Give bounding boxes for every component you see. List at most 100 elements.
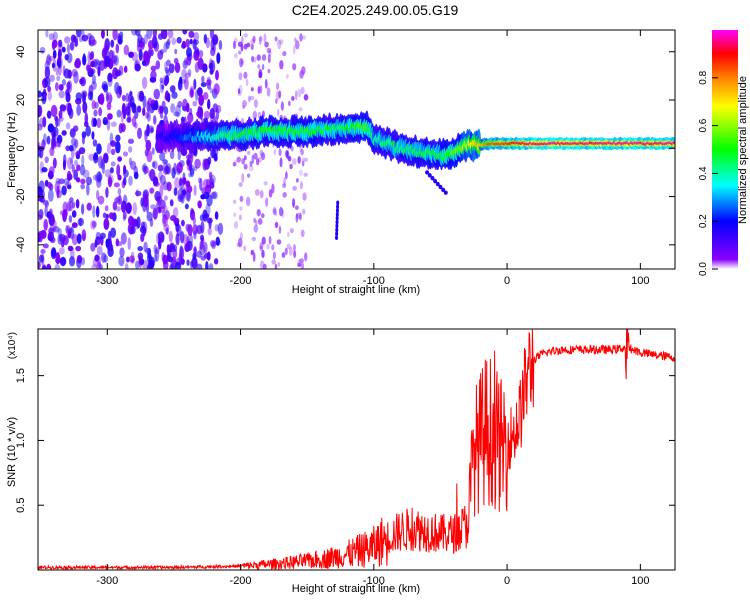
spectrogram-noise-cell — [98, 107, 103, 117]
spectrogram-noise-cell — [189, 85, 195, 95]
spectrogram-noise-cell — [42, 264, 47, 269]
spectrogram-noise-cell — [179, 177, 183, 186]
spectrogram-noise-cell — [209, 108, 215, 120]
spectrogram-noise-cell — [273, 149, 277, 156]
spectrogram-noise-cell — [137, 252, 144, 260]
spectrogram-noise-cell — [110, 148, 116, 156]
spectrogram-noise-cell — [103, 42, 110, 50]
spectrogram-noise-cell — [271, 259, 276, 265]
spectrogram-noise-cell — [159, 152, 166, 162]
spectrogram-noise-cell — [271, 183, 275, 194]
spectrogram-noise-cell — [127, 237, 131, 251]
spectrogram-noise-cell — [61, 185, 67, 196]
spectrogram-noise-cell — [263, 33, 267, 43]
spectrogram-noise-cell — [238, 84, 243, 95]
spectrogram-noise-cell — [238, 91, 242, 97]
colorbar-tick-label: 0.4 — [698, 166, 709, 180]
spectrogram-noise-cell — [162, 163, 169, 175]
spectrogram-noise-cell — [131, 51, 138, 62]
spectrogram-noise-cell — [176, 36, 182, 44]
spectrogram-noise-cell — [197, 200, 202, 209]
spectrogram-noise-cell — [207, 227, 212, 236]
spectrogram-x-tick-label: -100 — [363, 275, 385, 287]
spectrogram-noise-cell — [293, 244, 296, 252]
spectrogram-y-tick-label: -40 — [15, 237, 27, 253]
spectrogram-noise-cell — [128, 51, 134, 58]
spectrogram-noise-cell — [165, 227, 169, 235]
spectrogram-noise-cell — [213, 83, 220, 95]
spectrogram-noise-cell — [158, 105, 163, 115]
spectrogram-noise-cell — [40, 248, 46, 255]
spectrogram-noise-cell — [191, 257, 198, 269]
spectrogram-noise-cell — [171, 37, 177, 46]
spectrogram-noise-cell — [96, 60, 102, 66]
spectrogram-noise-cell — [57, 136, 62, 148]
spectrogram-noise-cell — [261, 54, 267, 61]
spectrogram-noise-cell — [49, 208, 53, 216]
spectrogram-noise-cell — [58, 110, 63, 119]
spectrogram-noise-cell — [184, 203, 189, 210]
spectrogram-noise-cell — [296, 212, 301, 220]
spectrogram-noise-cell — [263, 263, 267, 269]
spectrogram-noise-cell — [233, 212, 237, 218]
spectrogram-noise-cell — [252, 35, 256, 43]
colorbar-tick-label: 0.8 — [698, 70, 709, 84]
spectrogram-noise-cell — [51, 138, 55, 151]
spectrogram-noise-cell — [148, 256, 155, 269]
spectrogram-noise-cell — [76, 164, 81, 172]
spectrogram-noise-cell — [184, 242, 191, 253]
spectrogram-noise-cell — [74, 139, 79, 149]
spectrogram-noise-cell — [63, 208, 68, 218]
spectrogram-noise-cell — [92, 174, 98, 181]
spectrogram-noise-cell — [55, 67, 59, 76]
spectrogram-noise-cell — [250, 38, 255, 45]
colorbar: 0.0 0.2 0.4 0.6 0.8 Normalized spectral ampl… — [698, 30, 749, 276]
spectrogram-noise-cell — [301, 262, 305, 269]
spectrogram-noise-cell — [67, 173, 73, 181]
spectrogram-noise-cell — [297, 88, 302, 98]
spectrogram-noise-cell — [46, 110, 52, 119]
spectrogram-noise-cell — [101, 47, 107, 59]
spectrogram-noise-cell — [152, 176, 159, 187]
spectrogram-noise-cell — [112, 201, 118, 211]
spectrogram-noise-cell — [91, 39, 97, 46]
spectrogram-noise-cell — [192, 38, 197, 50]
spectrogram-noise-cell — [52, 49, 57, 59]
spectrogram-noise-cell — [181, 40, 186, 49]
spectrogram-noise-cell — [279, 206, 284, 217]
spectrogram-noise-cell — [142, 95, 147, 109]
spectrogram-noise-cell — [69, 158, 73, 165]
spectrogram-noise-cell — [58, 90, 65, 99]
spectrogram-noise-cell — [261, 249, 265, 259]
spectrogram-noise-cell — [96, 261, 102, 269]
spectrogram-noise-cell — [161, 252, 165, 262]
spectrogram-noise-cell — [200, 194, 206, 200]
spectrogram-noise-cell — [294, 37, 297, 42]
spectrogram-noise-cell — [82, 92, 86, 104]
spectrogram-noise-cell — [289, 163, 293, 170]
spectrogram-noise-cell — [66, 201, 72, 212]
spectrogram-streak-cell — [335, 215, 339, 221]
spectrogram-noise-cell — [85, 176, 93, 186]
spectrogram-noise-cell — [64, 36, 71, 44]
spectrogram-noise-cell — [79, 164, 86, 176]
spectrogram-noise-cell — [38, 180, 45, 193]
spectrogram-noise-cell — [72, 125, 79, 132]
spectrogram-noise-cell — [301, 160, 305, 167]
spectrogram-noise-cell — [250, 249, 254, 256]
spectrogram-noise-cell — [189, 234, 194, 247]
spectrogram-noise-cell — [217, 222, 224, 235]
spectrogram-noise-cell — [216, 52, 221, 64]
spectrogram-noise-cell — [59, 247, 65, 255]
spectrogram-noise-cell — [274, 221, 279, 229]
spectrogram-noise-cell — [54, 115, 58, 122]
spectrogram-noise-cell — [288, 246, 293, 257]
spectrogram-noise-cell — [68, 144, 74, 152]
spectrogram-noise-cell — [142, 194, 149, 208]
spectrogram-noise-cell — [169, 264, 175, 269]
spectrogram-noise-cell — [250, 43, 254, 51]
spectrogram-noise-cell — [166, 59, 171, 67]
spectrogram-noise-cell — [98, 60, 106, 71]
spectrogram-noise-cell — [192, 100, 198, 107]
spectrogram-noise-cell — [38, 254, 44, 263]
